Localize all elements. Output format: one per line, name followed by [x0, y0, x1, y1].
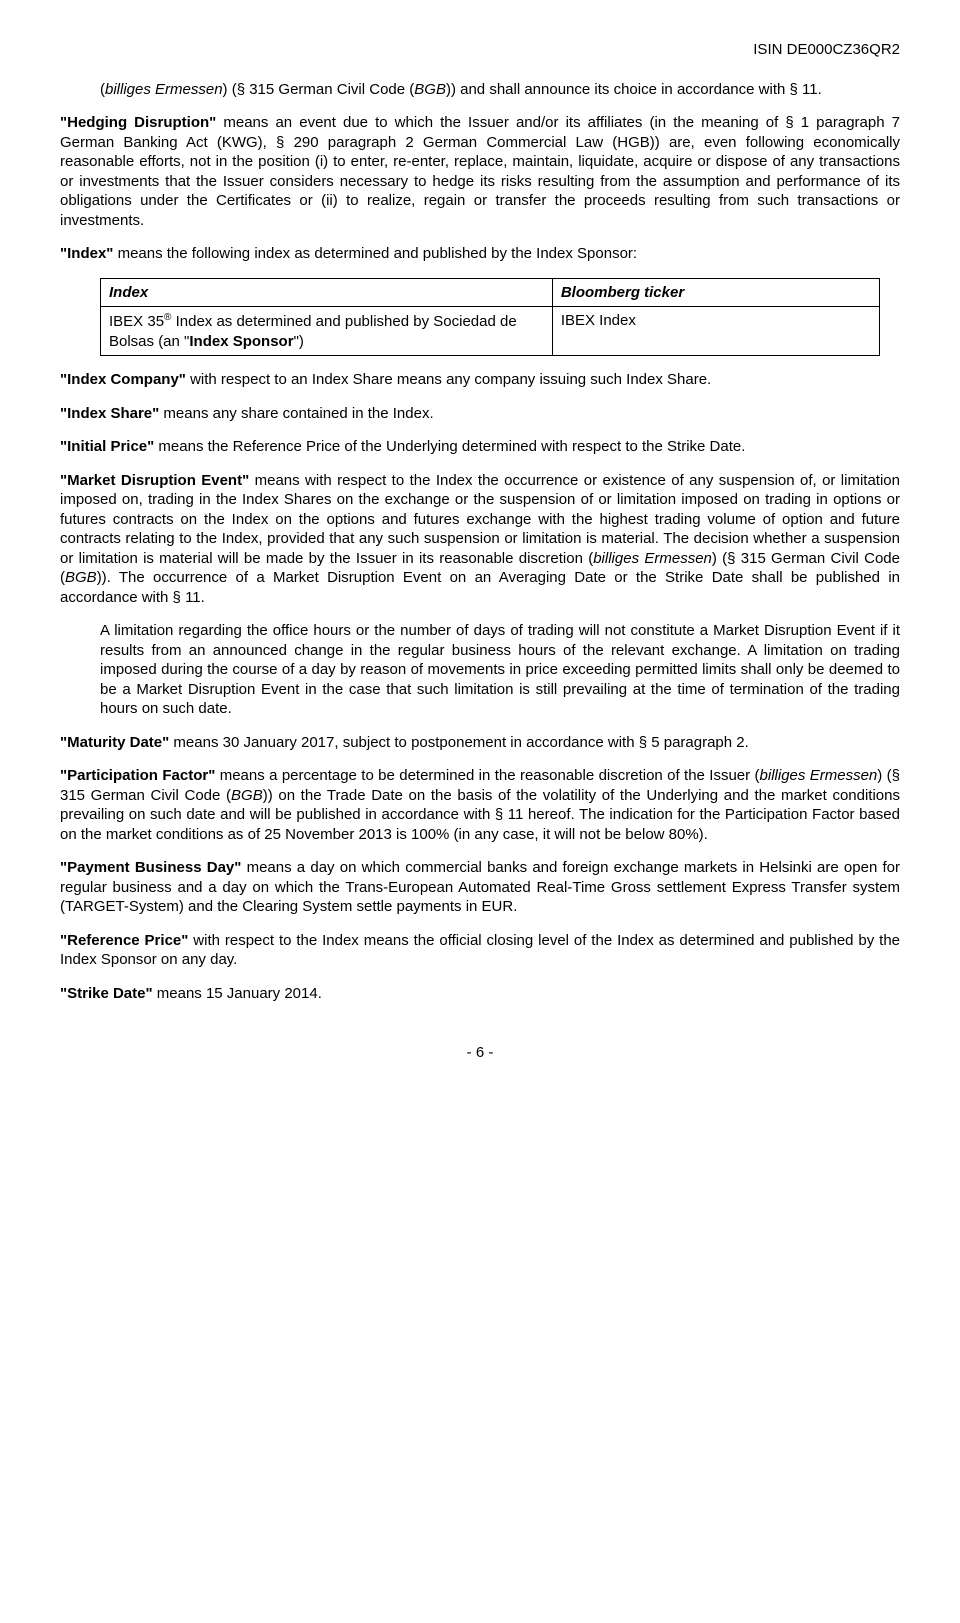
term: "Market Disruption Event": [60, 472, 249, 489]
definition: means the following index as determined …: [113, 245, 637, 262]
page-number: - 6 -: [60, 1043, 900, 1063]
para-index-company: "Index Company" with respect to an Index…: [60, 370, 900, 390]
definition: means 15 January 2014.: [153, 985, 322, 1002]
text-italic: BGB: [231, 787, 263, 804]
term: "Index": [60, 245, 113, 262]
para-maturity-date: "Maturity Date" means 30 January 2017, s…: [60, 733, 900, 753]
para-index-intro: "Index" means the following index as det…: [60, 244, 900, 264]
text: )) and shall announce its choice in acco…: [446, 81, 822, 98]
cell-text: Index as determined and published by Soc…: [109, 313, 517, 350]
term: "Payment Business Day": [60, 859, 241, 876]
cell-text: IBEX Index: [561, 312, 636, 329]
text-italic: BGB: [414, 81, 446, 98]
text: ) (§ 315 German Civil Code (: [223, 81, 415, 98]
term: "Participation Factor": [60, 767, 215, 784]
term: "Index Share": [60, 405, 159, 422]
definition: means the Reference Price of the Underly…: [154, 438, 745, 455]
para-market-disruption-cont: A limitation regarding the office hours …: [100, 621, 900, 719]
para-payment-business-day: "Payment Business Day" means a day on wh…: [60, 858, 900, 917]
term: "Reference Price": [60, 932, 188, 949]
cell-text: "): [294, 333, 304, 350]
para-market-disruption: "Market Disruption Event" means with res…: [60, 471, 900, 608]
isin-header: ISIN DE000CZ36QR2: [60, 40, 900, 60]
para-initial-price: "Initial Price" means the Reference Pric…: [60, 437, 900, 457]
term: "Maturity Date": [60, 734, 169, 751]
definition: means an event due to which the Issuer a…: [60, 114, 900, 229]
text: )). The occurrence of a Market Disruptio…: [60, 569, 900, 606]
para-index-share: "Index Share" means any share contained …: [60, 404, 900, 424]
cell-bold: Index Sponsor: [189, 333, 293, 350]
col-header: Bloomberg ticker: [561, 284, 684, 301]
col-header: Index: [109, 284, 148, 301]
para-reference-price: "Reference Price" with respect to the In…: [60, 931, 900, 970]
definition: means any share contained in the Index.: [159, 405, 433, 422]
cell-text: IBEX 35: [109, 313, 164, 330]
para-strike-date: "Strike Date" means 15 January 2014.: [60, 984, 900, 1004]
text-italic: billiges Ermessen: [593, 550, 712, 567]
table-header-row: Index Bloomberg ticker: [101, 278, 880, 307]
text: means a percentage to be determined in t…: [215, 767, 759, 784]
table-row: IBEX 35® Index as determined and publish…: [101, 307, 880, 356]
para-participation-factor: "Participation Factor" means a percentag…: [60, 766, 900, 844]
text-italic: BGB: [65, 569, 97, 586]
text-italic: billiges Ermessen: [105, 81, 223, 98]
term: "Initial Price": [60, 438, 154, 455]
term: "Strike Date": [60, 985, 153, 1002]
text-italic: billiges Ermessen: [760, 767, 878, 784]
definition: with respect to an Index Share means any…: [186, 371, 711, 388]
index-table: Index Bloomberg ticker IBEX 35® Index as…: [100, 278, 880, 357]
text: A limitation regarding the office hours …: [100, 622, 900, 717]
definition: means 30 January 2017, subject to postpo…: [169, 734, 749, 751]
para-hedging-disruption: "Hedging Disruption" means an event due …: [60, 113, 900, 230]
term: "Hedging Disruption": [60, 114, 216, 131]
para-ermessen-continuation: (billiges Ermessen) (§ 315 German Civil …: [100, 80, 900, 100]
term: "Index Company": [60, 371, 186, 388]
